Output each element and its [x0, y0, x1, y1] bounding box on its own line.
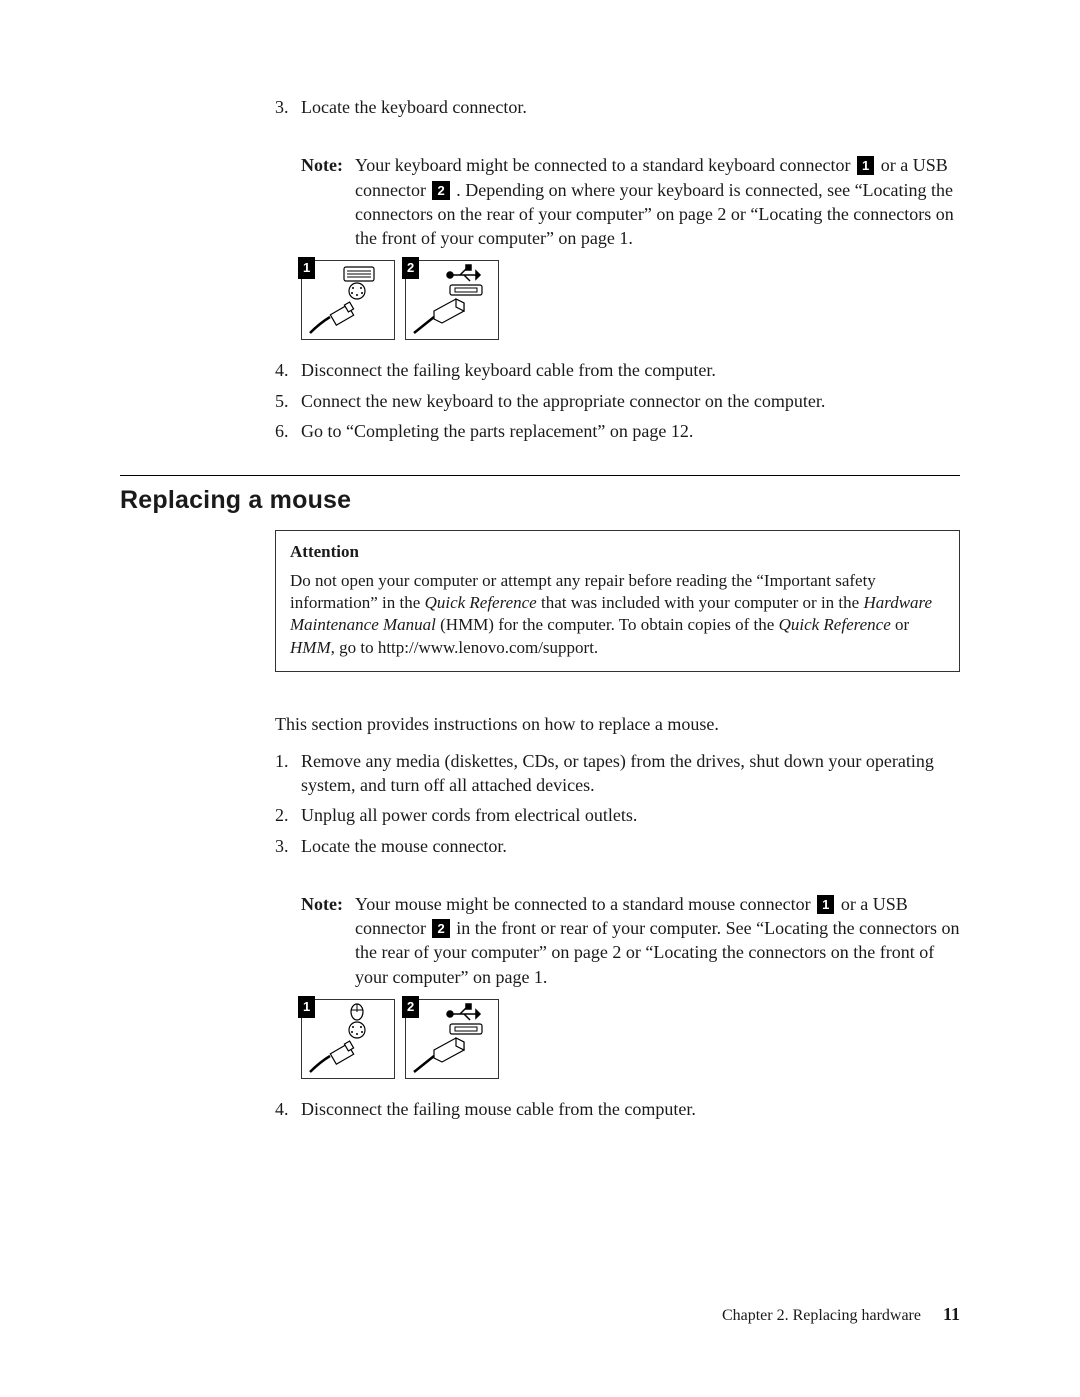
figure-label-1: 1 — [298, 257, 315, 279]
step-number: 4. — [275, 358, 289, 382]
step-number: 4. — [275, 1097, 289, 1121]
step-number: 1. — [275, 749, 289, 773]
step-2: 2. Unplug all power cords from electrica… — [275, 803, 960, 827]
step-number: 6. — [275, 419, 289, 443]
usb-mouse-icon — [406, 1000, 498, 1078]
footer-chapter: Chapter 2. Replacing hardware — [722, 1307, 921, 1324]
keyboard-figures: 1 — [301, 260, 960, 340]
step-1: 1. Remove any media (diskettes, CDs, or … — [275, 749, 960, 798]
note-text-a: Your keyboard might be connected to a st… — [355, 155, 851, 175]
section-heading: Replacing a mouse — [120, 484, 960, 518]
step-number: 5. — [275, 389, 289, 413]
page: 3. Locate the keyboard connector. Note: … — [0, 0, 1080, 1187]
keyboard-note: Note: Your keyboard might be connected t… — [301, 153, 960, 250]
step-3: 3. Locate the mouse connector. Note: You… — [275, 834, 960, 1079]
attention-box: Attention Do not open your computer or a… — [275, 530, 960, 672]
figure-label-1: 1 — [298, 996, 315, 1018]
step-5: 5. Connect the new keyboard to the appro… — [275, 389, 960, 413]
attention-title: Attention — [290, 541, 945, 563]
usb-connector-icon — [406, 261, 498, 339]
step-number: 3. — [275, 95, 289, 119]
step-text: Locate the keyboard connector. — [301, 97, 527, 117]
step-text: Connect the new keyboard to the appropri… — [301, 391, 825, 411]
mouse-steps: 1. Remove any media (diskettes, CDs, or … — [275, 749, 960, 1122]
mouse-note: Note: Your mouse might be connected to a… — [301, 892, 960, 989]
footer-page-number: 11 — [943, 1304, 960, 1324]
step-number: 3. — [275, 834, 289, 858]
figure-label-2: 2 — [402, 996, 419, 1018]
step-text: Disconnect the failing mouse cable from … — [301, 1099, 696, 1119]
callout-1: 1 — [817, 895, 834, 914]
step-text: Remove any media (diskettes, CDs, or tap… — [301, 751, 934, 795]
callout-2: 2 — [432, 181, 449, 200]
step-text: Disconnect the failing keyboard cable fr… — [301, 360, 716, 380]
keyboard-continued: 3. Locate the keyboard connector. Note: … — [275, 95, 960, 443]
step-text: Unplug all power cords from electrical o… — [301, 805, 637, 825]
ps2-mouse-icon — [302, 1000, 394, 1078]
step-number: 2. — [275, 803, 289, 827]
step-3: 3. Locate the keyboard connector. Note: … — [275, 95, 960, 340]
step-text: Locate the mouse connector. — [301, 836, 507, 856]
page-footer: Chapter 2. Replacing hardware 11 — [722, 1302, 960, 1327]
note-label: Note: — [301, 892, 343, 916]
section-divider — [120, 475, 960, 476]
keyboard-steps: 3. Locate the keyboard connector. Note: … — [275, 95, 960, 443]
mouse-intro: This section provides instructions on ho… — [275, 712, 960, 736]
step-text: Go to “Completing the parts replacement”… — [301, 421, 693, 441]
step-4: 4. Disconnect the failing mouse cable fr… — [275, 1097, 960, 1121]
figure-label-2: 2 — [402, 257, 419, 279]
note-text-a: Your mouse might be connected to a stand… — [355, 894, 815, 914]
mouse-figures: 1 — [301, 999, 960, 1079]
step-4: 4. Disconnect the failing keyboard cable… — [275, 358, 960, 382]
callout-1: 1 — [857, 156, 874, 175]
note-label: Note: — [301, 153, 343, 177]
figure-usb-mouse: 2 — [405, 999, 499, 1079]
callout-2: 2 — [432, 919, 449, 938]
attention-body: Do not open your computer or attempt any… — [290, 570, 945, 660]
figure-ps2-keyboard: 1 — [301, 260, 395, 340]
figure-ps2-mouse: 1 — [301, 999, 395, 1079]
step-6: 6. Go to “Completing the parts replaceme… — [275, 419, 960, 443]
ps2-connector-icon — [302, 261, 394, 339]
mouse-section: This section provides instructions on ho… — [275, 712, 960, 1121]
figure-usb-keyboard: 2 — [405, 260, 499, 340]
